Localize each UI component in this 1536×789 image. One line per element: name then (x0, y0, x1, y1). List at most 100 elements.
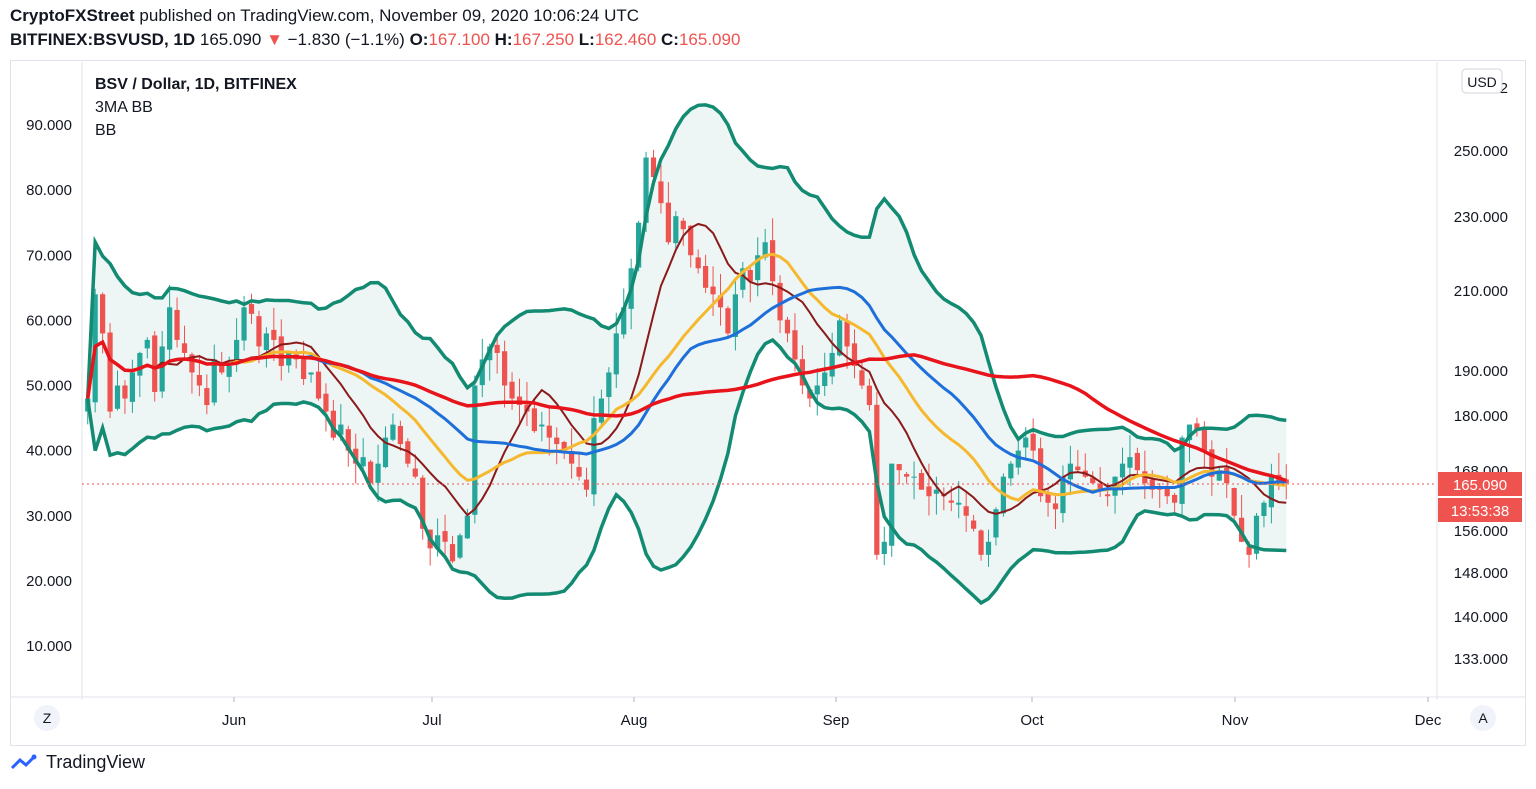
candle-body (315, 371, 322, 399)
candle-body (271, 329, 277, 340)
candle-body (442, 531, 448, 542)
candle-body (680, 220, 686, 230)
legend-indicator-bb[interactable]: BB (95, 122, 116, 139)
time-tick-label: Oct (1020, 712, 1044, 729)
moving-average-short (86, 222, 1287, 517)
currency-button[interactable]: USD (1461, 68, 1503, 94)
candle-body (494, 344, 500, 353)
candle-body (167, 307, 173, 350)
candle-body (1246, 546, 1252, 555)
candle-body (107, 332, 113, 412)
publish-info: CryptoFXStreet published on TradingView.… (10, 6, 639, 26)
price-change: −1.830 (−1.1%) (287, 30, 405, 49)
candle-body (896, 464, 902, 471)
time-tick-label: Nov (1222, 712, 1249, 729)
last-price-tag-text: 165.090 (1453, 477, 1507, 494)
low-value: 162.460 (594, 30, 657, 49)
candle-body (1231, 487, 1237, 516)
symbol-info: BITFINEX:BSVUSD, 1D 165.090 ▼ −1.830 (−1… (10, 30, 740, 50)
candle-body (621, 307, 627, 335)
last-price: 165.090 (199, 30, 262, 49)
time-tick-label: Aug (621, 712, 648, 729)
left-tick-label: 80.000 (26, 182, 72, 199)
left-tick-label: 30.000 (26, 508, 72, 525)
candle-body (449, 544, 456, 562)
candle-body (509, 381, 515, 399)
candle-body (740, 268, 746, 290)
candle-body (1149, 479, 1155, 490)
candle-body (1261, 502, 1267, 517)
candle-body (911, 476, 917, 478)
left-tick-label: 90.000 (26, 117, 72, 134)
candle-body (688, 225, 694, 256)
candle-body (1224, 467, 1230, 484)
candle-body (338, 424, 344, 435)
candle-body (472, 385, 478, 515)
candle-body (695, 257, 701, 269)
candle-body (650, 157, 657, 178)
right-tick-label: 210.000 (1454, 283, 1508, 300)
candle-body (144, 339, 150, 349)
candle-body (1038, 448, 1044, 497)
candle-body (971, 520, 977, 529)
candle-body (234, 339, 240, 365)
candle-body (420, 477, 426, 529)
candle-body (1209, 449, 1215, 477)
indicator-lines (85, 103, 1287, 606)
legend-indicator-3ma-bb[interactable]: 3MA BB (95, 99, 153, 116)
candle-body (390, 424, 396, 440)
right-tick-label: 250.000 (1454, 143, 1508, 160)
author-name[interactable]: CryptoFXStreet (10, 6, 135, 25)
left-axis[interactable]: 90.000 80.000 70.000 60.000 50.000 40.000 30.0… (26, 117, 72, 655)
candle-body (926, 486, 932, 497)
candle-body (1030, 433, 1036, 451)
candle-body (1052, 503, 1059, 510)
candle-body (583, 479, 590, 490)
time-tick-label: Jul (422, 712, 441, 729)
candle-body (948, 500, 954, 503)
candle-body (904, 474, 910, 477)
candle-body (1045, 493, 1051, 503)
right-axis[interactable]: 2250.000230.000210.000190.000180.000168.… (1454, 80, 1508, 668)
log-scale-button[interactable]: Z (34, 705, 60, 731)
candle-body (598, 398, 604, 423)
candle-body (747, 270, 753, 282)
left-tick-label: 20.000 (26, 573, 72, 590)
candle-body (777, 282, 783, 321)
candle-body (1268, 476, 1274, 508)
right-tick-label: 133.000 (1454, 651, 1508, 668)
time-axis[interactable]: Jun Jul Aug Sep Oct Nov Dec (222, 697, 1442, 729)
candle-body (1179, 437, 1185, 504)
left-tick-label: 40.000 (26, 443, 72, 460)
candle-body (956, 502, 962, 505)
candle-body (658, 181, 664, 204)
candle-body (866, 385, 872, 406)
close-value: 165.090 (678, 30, 741, 49)
right-tick-label: 156.000 (1454, 523, 1508, 540)
candle-body (1015, 450, 1021, 468)
a-label: A (1478, 710, 1488, 726)
candle-body (978, 530, 984, 555)
left-tick-label: 70.000 (26, 247, 72, 264)
candle-body (382, 437, 389, 468)
auto-scale-button[interactable]: A (1470, 705, 1496, 731)
close-label: C: (661, 30, 679, 49)
candle-body (263, 333, 269, 351)
down-arrow-icon: ▼ (266, 30, 283, 49)
candle-body (137, 352, 143, 376)
candle-body (703, 266, 709, 288)
candle-body (435, 535, 441, 549)
footer-brand[interactable]: TradingView (10, 752, 145, 773)
time-tick-label: Jun (222, 712, 246, 729)
candle-body (576, 467, 582, 477)
brand-name: TradingView (46, 752, 146, 772)
right-tick-label: 180.000 (1454, 408, 1508, 425)
tradingview-logo-icon (10, 754, 37, 769)
candle-body (814, 385, 820, 395)
candle-body (368, 461, 374, 484)
candle-body (859, 370, 865, 386)
candle-body (122, 385, 128, 399)
time-tick-label: Dec (1415, 712, 1442, 729)
candle-body (784, 319, 791, 334)
